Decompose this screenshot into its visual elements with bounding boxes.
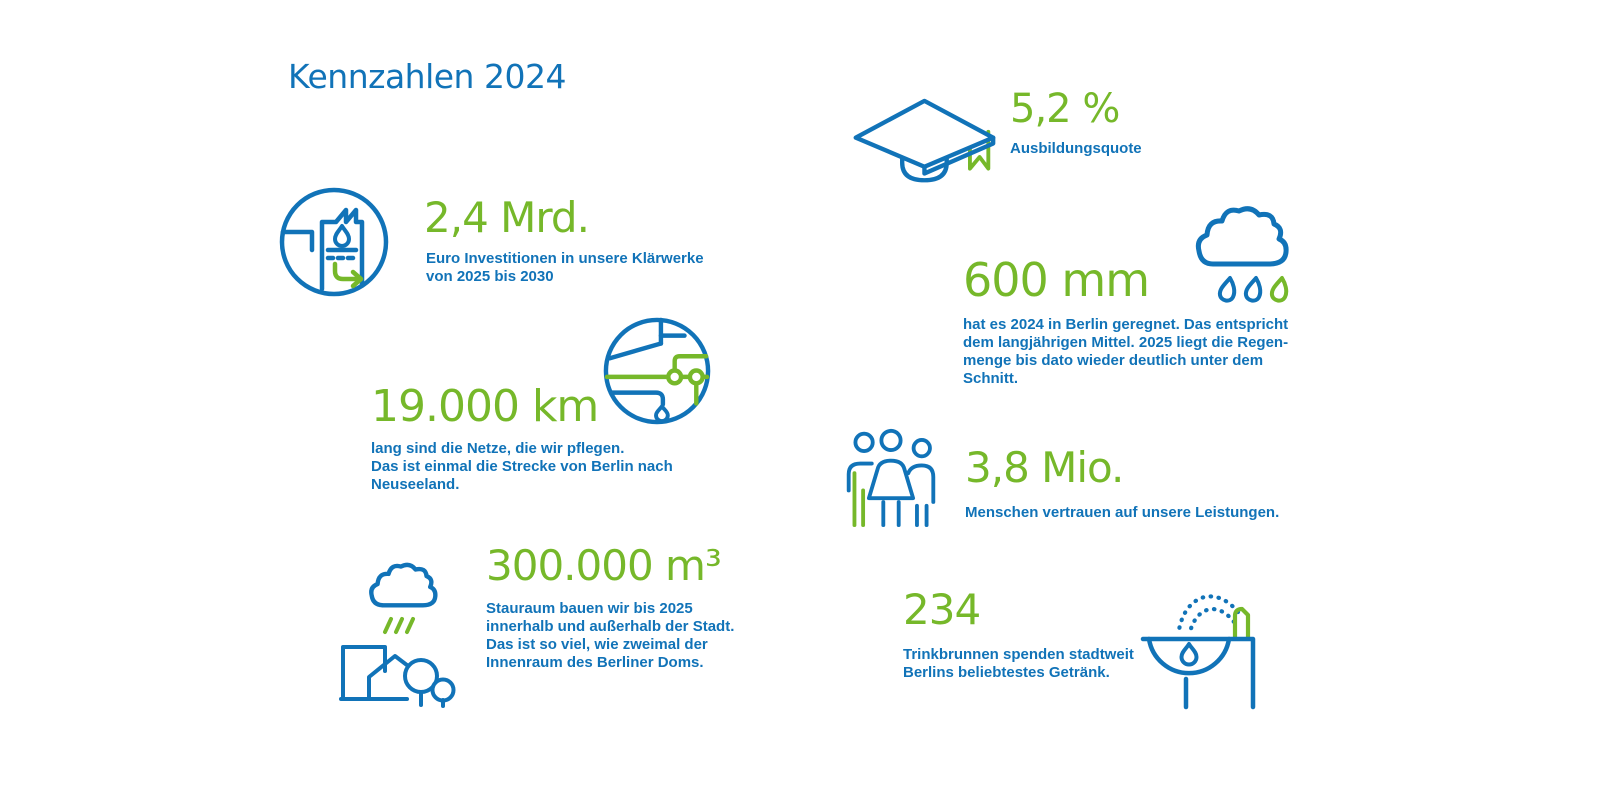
rain-cloud-icon	[1183, 200, 1301, 304]
investment-desc: Euro Investitionen in unsere Klärwerke v…	[426, 250, 704, 285]
people-group-icon	[840, 427, 942, 527]
fountains-desc: Trinkbrunnen spenden stadtweit Berlins b…	[903, 646, 1134, 681]
storage-value: 300.000 m³	[486, 541, 722, 590]
training-value: 5,2 %	[1010, 86, 1120, 132]
page-title: Kennzahlen 2024	[288, 57, 566, 96]
storage-desc: Stauraum bauen wir bis 2025 innerhalb un…	[486, 600, 735, 671]
rainfall-desc: hat es 2024 in Berlin geregnet. Das ents…	[963, 316, 1289, 387]
customers-desc: Menschen vertrauen auf unsere Leistungen…	[965, 504, 1280, 521]
training-desc: Ausbildungsquote	[1010, 140, 1142, 157]
customers-value: 3,8 Mio.	[965, 443, 1124, 492]
investment-value: 2,4 Mrd.	[424, 193, 590, 242]
fountains-value: 234	[903, 585, 981, 634]
graduation-cap-icon	[848, 95, 998, 190]
treatment-plant-icon	[278, 186, 390, 298]
rain-over-city-icon	[333, 556, 458, 708]
drinking-fountain-icon	[1135, 582, 1257, 710]
pipe-network-icon	[602, 316, 712, 426]
rainfall-value: 600 mm	[963, 253, 1150, 307]
network-value: 19.000 km	[371, 381, 599, 432]
network-desc: lang sind die Netze, die wir pflegen. Da…	[371, 440, 673, 493]
